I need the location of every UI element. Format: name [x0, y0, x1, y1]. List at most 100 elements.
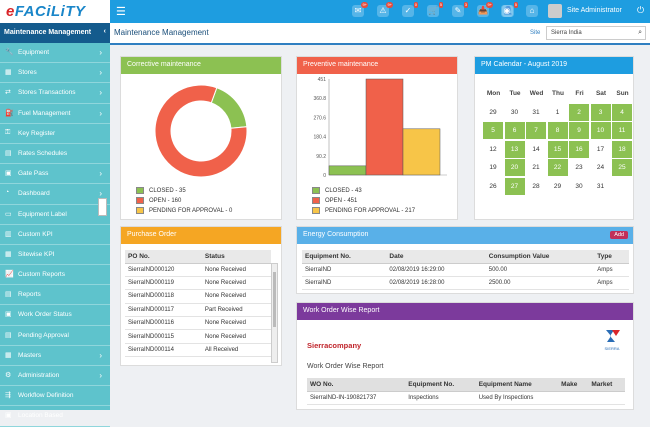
calendar-day[interactable]: 13	[504, 140, 525, 158]
globe-icon[interactable]: ◉	[501, 5, 513, 17]
inbox-icon[interactable]: 📥 9+	[477, 2, 493, 17]
tools-icon[interactable]: ✎ 3	[452, 2, 468, 17]
sidebar-item-reports[interactable]: ▤ Reports	[0, 285, 110, 306]
sidebar-item-custom-kpi[interactable]: ▥ Custom KPI	[0, 225, 110, 245]
sidebar-item-work-order-status[interactable]: ▣ Work Order Status	[0, 305, 110, 326]
calendar-day[interactable]: 20	[504, 159, 525, 176]
calendar-day[interactable]: 2	[569, 103, 589, 121]
calendar-day[interactable]: 26	[489, 182, 497, 190]
calendar-day[interactable]: 19	[489, 164, 497, 171]
user-badge-icon[interactable]: 👤 5	[502, 2, 518, 17]
calendar-day[interactable]: 4	[612, 103, 632, 121]
app-logo[interactable]: eFACiLiTY	[0, 0, 110, 23]
sidebar-item-fuel-management[interactable]: ⛽ Fuel Management ›	[0, 104, 110, 124]
calendar-day[interactable]: 18	[612, 140, 632, 158]
sidebar-scrollbar[interactable]	[98, 198, 107, 216]
calendar-day[interactable]: 29	[553, 182, 562, 190]
sidebar-title[interactable]: Maintenance Management ‹	[0, 23, 110, 43]
calendar-day[interactable]: 24	[596, 164, 605, 171]
sidebar-item-administration[interactable]: ⚙ Administration ›	[0, 366, 110, 387]
sidebar-item-custom-reports[interactable]: 📈 Custom Reports	[0, 265, 110, 286]
column-header[interactable]: Consumption Value	[485, 250, 595, 264]
tasks-icon[interactable]: ✓ 0	[402, 2, 418, 17]
table-row[interactable]: SierraIND000117 Part Received	[125, 303, 271, 318]
sidebar-item-stores-transactions[interactable]: ⇄ Stores Transactions ›	[0, 83, 110, 104]
sidebar-item-gate-pass[interactable]: ▣ Gate Pass ›	[0, 164, 110, 185]
alerts-icon[interactable]: ⚠ 9+	[377, 2, 393, 17]
calendar-day[interactable]: 30	[575, 182, 583, 190]
table-row[interactable]: SierraIND000119 None Received	[125, 276, 271, 291]
calendar-day[interactable]: 31	[596, 182, 605, 190]
user-name[interactable]: Site Administrator	[567, 7, 622, 14]
column-header[interactable]: Date	[386, 250, 486, 264]
bar-closed[interactable]	[328, 165, 367, 176]
calendar-day[interactable]: 9	[569, 122, 589, 139]
column-header[interactable]: Type	[594, 250, 629, 264]
notifications-icon[interactable]: ✉ 9+	[352, 2, 368, 17]
menu-toggle-icon[interactable]: ☰	[116, 6, 126, 18]
calendar-day[interactable]: 28	[532, 182, 540, 190]
sidebar-item-location-based[interactable]: ▣ Location Based	[0, 406, 110, 427]
calendar-day[interactable]	[612, 178, 632, 195]
home-icon[interactable]: ⌂	[526, 5, 538, 17]
calendar-day[interactable]: 10	[590, 122, 611, 139]
column-header[interactable]: Equipment No.	[302, 250, 387, 264]
calendar-day[interactable]: 7	[526, 122, 546, 139]
sidebar-item-pending-approval[interactable]: ▤ Pending Approval	[0, 326, 110, 346]
calendar-day[interactable]: 1	[555, 108, 560, 116]
table-row[interactable]: SierraIND000118 None Received	[125, 289, 271, 304]
table-row[interactable]: SierraIND000115 None Received	[125, 329, 271, 344]
sidebar-item-rates-schedules[interactable]: ▤ Rates Schedules	[0, 144, 110, 165]
sidebar-item-key-register[interactable]: ⚿ Key Register	[0, 124, 110, 144]
table-row[interactable]: SierraIND000114 All Received	[125, 343, 271, 358]
calendar-day[interactable]: 16	[569, 140, 589, 158]
bar-pending-for-approval[interactable]	[402, 128, 441, 176]
sidebar-item-dashboard[interactable]: ◔ Dashboard ›	[0, 184, 110, 205]
sidebar-item-stores[interactable]: ▦ Stores ›	[0, 63, 110, 84]
calendar-day[interactable]: 30	[510, 108, 519, 116]
table-row[interactable]: SierraIND-IN-190821737 Inspections Used By…	[307, 391, 625, 405]
column-header[interactable]: Equipment Name	[475, 378, 559, 392]
add-button[interactable]: Add	[610, 231, 628, 239]
calendar-day[interactable]: 8	[547, 122, 568, 139]
calendar-day[interactable]: 15	[547, 140, 568, 158]
table-row[interactable]: SierraIND 02/08/2019 16:28:00 2500.00 Amps	[302, 276, 629, 291]
power-icon[interactable]: ⏻	[637, 5, 645, 15]
donut-slice-open[interactable]	[154, 84, 248, 178]
column-header[interactable]: Make	[558, 378, 589, 392]
calendar-day[interactable]: 14	[532, 145, 540, 153]
column-header[interactable]: Market	[588, 378, 625, 392]
calendar-day[interactable]: 17	[596, 145, 605, 153]
calendar-day[interactable]: 12	[489, 145, 497, 153]
calendar-day[interactable]: 21	[532, 164, 540, 171]
calendar-day[interactable]: 11	[612, 122, 632, 139]
column-header[interactable]: Equipment No.	[405, 378, 476, 392]
purchase-table-scrollbar[interactable]	[271, 263, 278, 363]
sidebar-item-sitewise-kpi[interactable]: ▦ Sitewise KPI	[0, 245, 110, 266]
sidebar-item-workflow-definition[interactable]: ⇶ Workflow Definition	[0, 386, 110, 407]
calendar-day[interactable]: 3	[590, 103, 611, 121]
user-avatar[interactable]	[548, 4, 562, 18]
calendar-day[interactable]: 22	[547, 159, 568, 176]
donut-slice-closed[interactable]	[210, 87, 248, 129]
sidebar-item-equipment-label[interactable]: ▭ Equipment Label	[0, 205, 110, 225]
table-row[interactable]: SierraIND000116 None Received	[125, 316, 271, 331]
site-search-input[interactable]: Sierra India ⌕	[546, 26, 646, 40]
cart-icon[interactable]: 🛒 5	[427, 2, 443, 17]
bar-open[interactable]	[365, 78, 404, 176]
table-row[interactable]: SierraIND 02/08/2019 16:29:00 500.00 Amps	[302, 263, 629, 277]
column-header[interactable]: WO No.	[307, 378, 406, 392]
column-header[interactable]: Status	[201, 250, 271, 264]
calendar-day[interactable]: 23	[575, 164, 583, 171]
calendar-day[interactable]: 29	[489, 108, 497, 116]
calendar-day[interactable]: 25	[612, 159, 632, 176]
table-row[interactable]: SierraIND000120 None Received	[125, 263, 271, 277]
sidebar-item-equipment[interactable]: 🔧 Equipment ›	[0, 43, 110, 64]
column-header[interactable]: PO No.	[125, 250, 202, 264]
calendar-day[interactable]: 27	[504, 177, 525, 195]
calendar-day[interactable]: 6	[504, 122, 525, 139]
calendar-day[interactable]: 31	[532, 108, 540, 116]
calendar-day[interactable]: 5	[483, 122, 503, 139]
sidebar-item-masters[interactable]: ▦ Masters ›	[0, 346, 110, 366]
search-icon[interactable]: ⌕	[638, 29, 642, 36]
